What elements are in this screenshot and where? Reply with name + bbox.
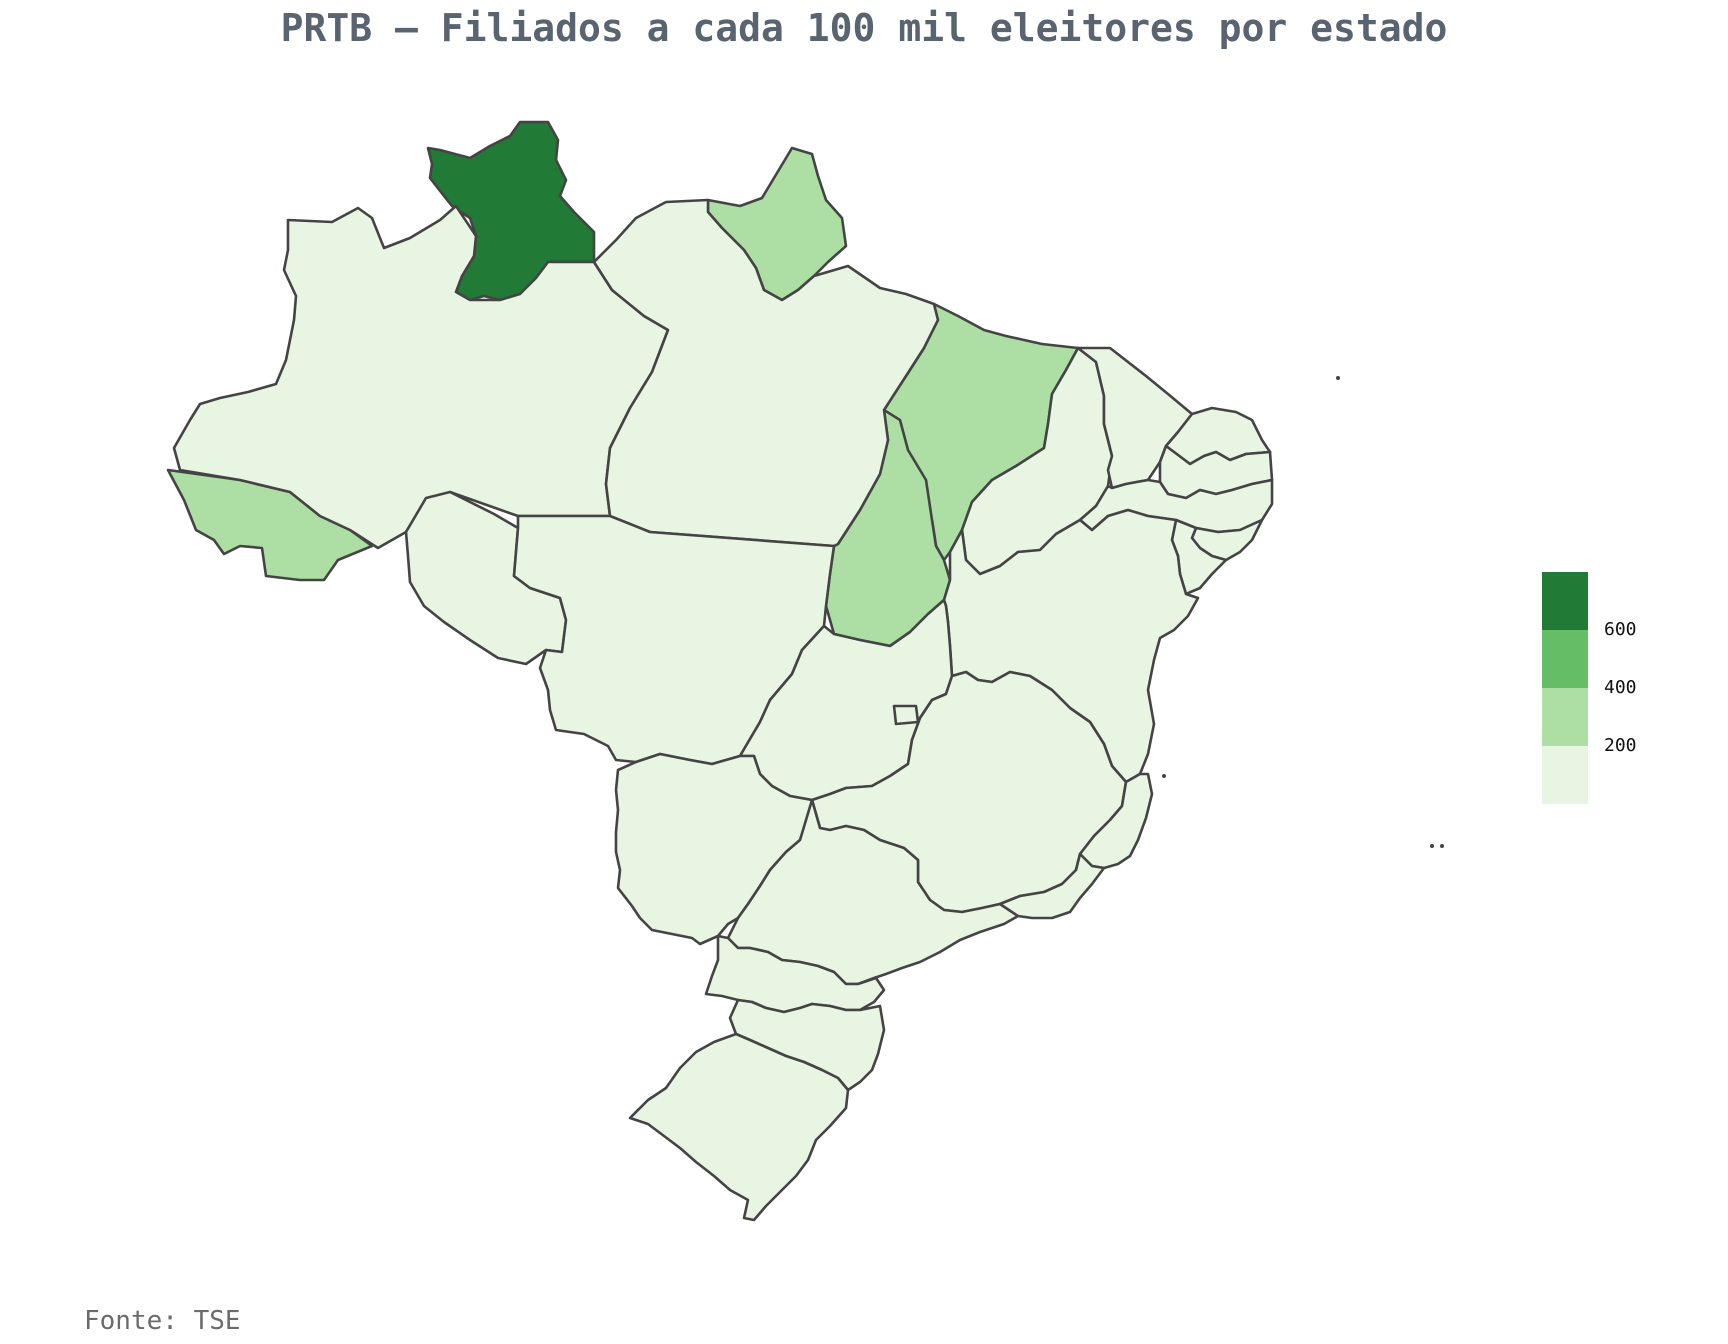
legend-swatch-600-plus — [1542, 572, 1588, 630]
island-dot — [1430, 844, 1434, 848]
source-note: Fonte: TSE — [84, 1306, 241, 1336]
legend-swatch-0-200 — [1542, 746, 1588, 804]
state-rs — [628, 1032, 850, 1222]
state-sp — [726, 798, 1020, 986]
legend-swatch-200-400 — [1542, 688, 1588, 746]
map-title: PRTB – Filiados a cada 100 mil eleitores… — [280, 6, 1448, 50]
state-pa — [592, 198, 940, 548]
legend-tick-200: 200 — [1604, 735, 1637, 756]
state-pr — [704, 934, 886, 1014]
island-dot — [1336, 376, 1340, 380]
state-df — [892, 704, 920, 726]
legend-tick-400: 400 — [1604, 677, 1637, 698]
island-dot — [1162, 774, 1166, 778]
state-es — [1078, 772, 1154, 870]
island-dot — [1440, 844, 1444, 848]
legend-tick-600: 600 — [1604, 619, 1637, 640]
state-rj — [998, 852, 1106, 920]
legend-swatch-400-600 — [1542, 630, 1588, 688]
